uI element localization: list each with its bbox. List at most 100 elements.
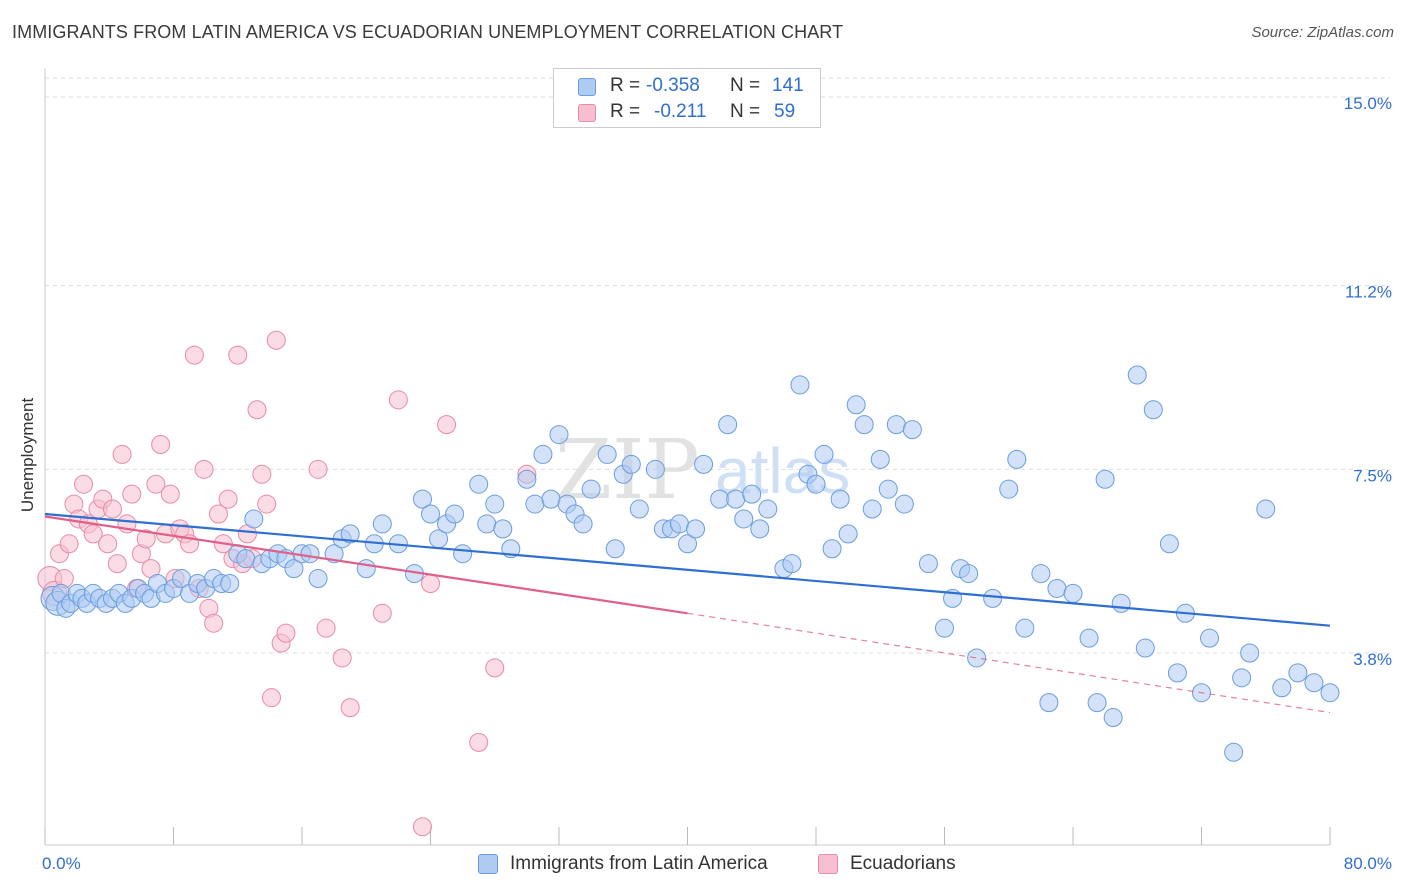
data-point (453, 544, 473, 564)
data-point (1135, 638, 1155, 658)
data-point (1015, 618, 1035, 638)
data-point (790, 375, 810, 395)
data-point (388, 390, 408, 410)
data-point (421, 504, 440, 524)
data-point (59, 534, 79, 554)
stats-box: R = -0.358 N = 141 R = -0.211 N = 59 (553, 68, 821, 128)
data-point (862, 499, 882, 519)
data-point (1095, 469, 1115, 489)
data-point (718, 415, 738, 435)
data-point (1320, 683, 1340, 703)
data-point (806, 474, 826, 494)
data-point (356, 559, 376, 579)
data-point (742, 484, 762, 504)
data-point (758, 499, 778, 519)
data-point (597, 444, 617, 464)
data-point (525, 494, 545, 514)
data-point (645, 459, 665, 479)
data-point (830, 489, 850, 509)
data-point (194, 459, 214, 479)
data-point (136, 529, 156, 549)
data-point (228, 345, 248, 365)
data-point (412, 489, 432, 509)
data-point (1288, 663, 1308, 683)
data-point (533, 444, 553, 464)
data-point (218, 489, 238, 509)
x-tick-labels: 0.0% 80.0% (42, 854, 1392, 873)
data-point (605, 539, 625, 559)
data-point (372, 603, 392, 623)
data-point (541, 489, 561, 509)
data-point (412, 817, 432, 837)
data-point (1167, 663, 1187, 683)
y-tick-label: 11.2% (1345, 283, 1392, 302)
data-point (549, 425, 569, 445)
data-point (469, 732, 489, 752)
x-tick-label: 80.0% (1344, 854, 1392, 873)
data-point (894, 494, 914, 514)
trendline-immigrants (44, 512, 1331, 627)
data-point (1200, 628, 1220, 648)
data-point (151, 435, 171, 454)
data-point (1103, 708, 1123, 728)
data-point (340, 524, 360, 544)
data-point (621, 454, 641, 474)
y-tick-label: 15.0% (1344, 94, 1392, 113)
data-point (1063, 583, 1083, 603)
data-point (1159, 534, 1179, 554)
data-point (902, 420, 922, 440)
data-point (437, 415, 457, 435)
series-immigrants-latin-america (40, 365, 1340, 762)
data-point (445, 504, 465, 524)
data-point (266, 330, 286, 350)
data-point (1087, 693, 1107, 713)
n-value: 141 (772, 75, 804, 96)
swatch-pink-icon (578, 104, 596, 122)
data-point (485, 658, 505, 678)
data-point (669, 514, 689, 534)
x-tick-label: 0.0% (42, 854, 81, 873)
data-point (308, 459, 328, 479)
data-point (332, 648, 352, 668)
data-point (220, 574, 240, 593)
data-point (98, 534, 118, 554)
data-point (252, 464, 272, 484)
data-point (74, 474, 94, 494)
legend-label: Immigrants from Latin America (510, 853, 768, 874)
data-point (918, 554, 938, 574)
y-tick-labels: 3.8% 7.5% 11.2% 15.0% (1344, 94, 1392, 669)
data-point (308, 569, 328, 589)
data-point (146, 474, 166, 494)
data-point (886, 415, 906, 435)
data-point (838, 524, 858, 544)
swatch-blue-icon (578, 78, 596, 96)
data-point (1232, 668, 1252, 688)
data-point (846, 395, 866, 415)
data-point (1304, 673, 1324, 693)
r-value: -0.211 (654, 101, 707, 122)
data-point (782, 554, 802, 574)
data-point (1256, 499, 1276, 519)
data-point (1047, 578, 1067, 598)
data-point (477, 514, 497, 534)
y-tick-label: 3.8% (1353, 650, 1392, 669)
data-point (1039, 693, 1059, 713)
data-point (316, 618, 336, 638)
data-point (1127, 365, 1147, 385)
n-label: N = (730, 101, 761, 122)
trendline-ecuadorians (44, 515, 688, 615)
trendline-ecuadorians-extension (687, 612, 1331, 714)
legend-swatch-pink-icon (818, 854, 838, 874)
data-point (244, 509, 264, 529)
data-point (372, 514, 392, 534)
data-point (935, 618, 954, 638)
data-point (573, 514, 593, 534)
data-point (878, 479, 898, 499)
data-point (1224, 742, 1244, 762)
data-point (750, 519, 770, 539)
data-point (1240, 643, 1260, 663)
data-point (208, 504, 228, 524)
r-value: -0.358 (646, 75, 700, 96)
data-point (629, 499, 649, 519)
data-point (261, 688, 281, 708)
